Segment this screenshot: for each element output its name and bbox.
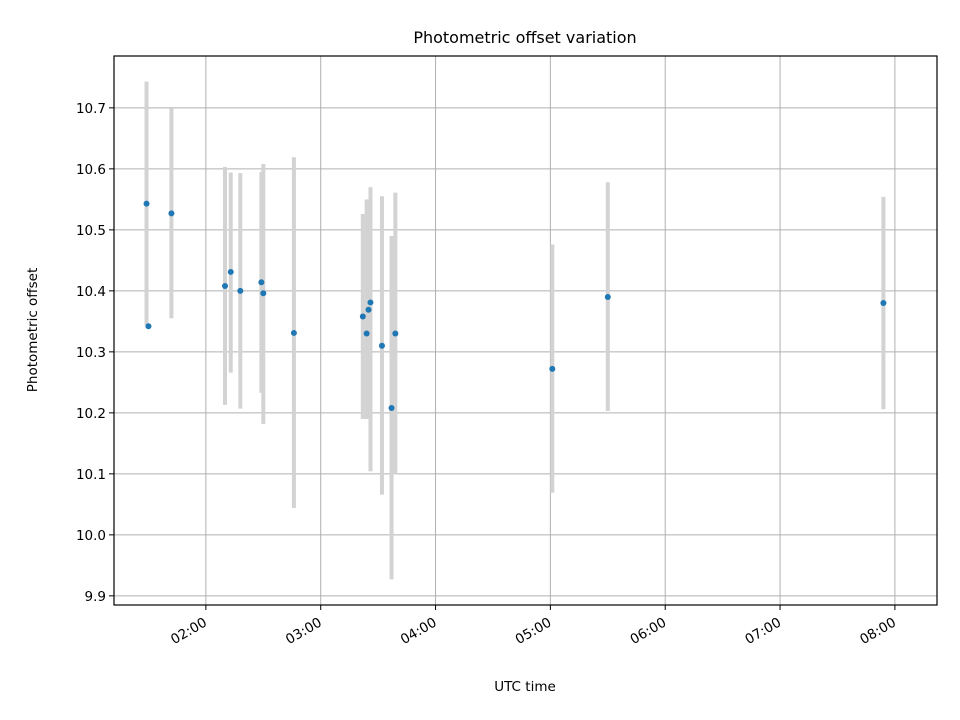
data-point xyxy=(363,330,370,337)
data-point xyxy=(222,282,229,289)
data-point xyxy=(260,290,267,297)
y-tick-label: 9.9 xyxy=(85,589,106,605)
y-tick-label: 10.0 xyxy=(76,528,106,544)
data-point xyxy=(237,287,244,294)
y-tick-label: 10.4 xyxy=(76,284,106,300)
y-tick-label: 10.7 xyxy=(76,101,106,117)
y-axis-label: Photometric offset xyxy=(25,268,41,392)
chart-title: Photometric offset variation xyxy=(413,28,636,47)
y-tick-label: 10.5 xyxy=(76,223,106,239)
data-point xyxy=(549,365,556,372)
plot-frame xyxy=(113,55,938,606)
data-point xyxy=(143,200,150,207)
data-point xyxy=(365,306,372,313)
data-points xyxy=(143,200,887,411)
data-point xyxy=(359,313,366,320)
data-point xyxy=(378,342,385,349)
data-point xyxy=(392,330,399,337)
data-point xyxy=(258,279,265,286)
data-point xyxy=(168,210,175,217)
y-tick-label: 10.2 xyxy=(76,406,106,422)
grid-lines xyxy=(114,56,937,605)
data-point xyxy=(145,323,152,330)
y-tick-label: 10.3 xyxy=(76,345,106,361)
y-axis-ticks: 9.9 10.0 10.1 10.2 10.3 10.4 10.5 10.6 10.7 xyxy=(76,101,114,605)
data-point xyxy=(227,268,234,275)
y-tick-label: 10.1 xyxy=(76,467,106,483)
data-point xyxy=(367,299,374,306)
data-point xyxy=(388,404,395,411)
data-point xyxy=(290,329,297,336)
y-tick-label: 10.6 xyxy=(76,162,106,178)
x-axis-label: UTC time xyxy=(494,679,556,695)
data-point xyxy=(604,293,611,300)
data-point xyxy=(880,300,887,307)
